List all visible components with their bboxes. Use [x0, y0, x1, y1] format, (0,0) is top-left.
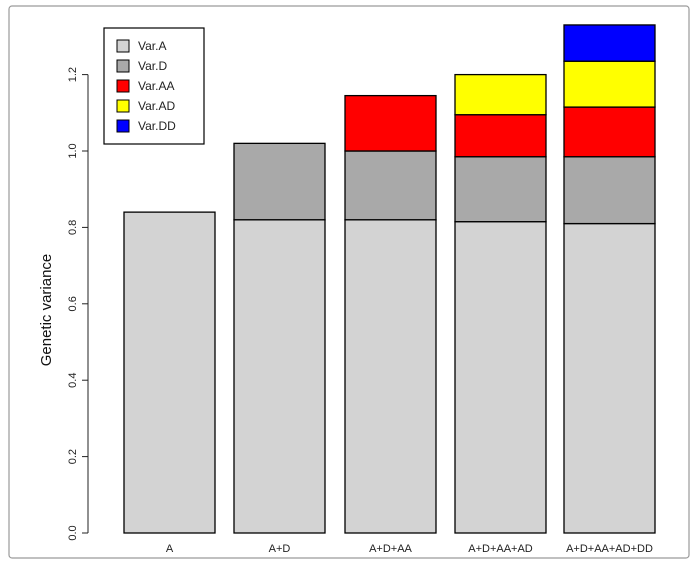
x-tick-label: A+D+AA+AD+DD — [566, 543, 653, 555]
y-tick-label: 0.6 — [67, 296, 79, 311]
bar-segment-var-a — [454, 221, 547, 534]
bar-segment-var-dd — [563, 24, 656, 62]
bar-segment-var-aa — [344, 94, 437, 152]
legend-swatch — [116, 59, 130, 73]
legend-label: Var.AD — [138, 99, 175, 113]
bar-segment-var-a — [563, 222, 656, 534]
legend-swatch — [116, 79, 130, 93]
bar-segment-var-d — [344, 150, 437, 221]
legend-swatch — [116, 99, 130, 113]
y-tick-label: 1.0 — [67, 143, 79, 158]
bars — [123, 24, 656, 534]
legend-swatch — [116, 119, 130, 133]
legend-swatch — [116, 39, 130, 53]
bar-segment-var-d — [563, 156, 656, 225]
bar-segment-var-ad — [563, 60, 656, 108]
legend: Var.A Var.D Var.AA Var.AD Var.DD — [103, 27, 205, 145]
y-axis: 0.0 0.2 0.4 0.6 0.8 1.0 1.2 — [67, 67, 89, 541]
legend-label: Var.D — [138, 59, 167, 73]
y-tick-label: 1.2 — [67, 67, 79, 82]
x-tick-label: A+D — [269, 543, 291, 555]
bar-segment-var-a — [123, 211, 216, 534]
plot-frame — [8, 5, 690, 559]
bar-segment-var-a — [233, 219, 326, 534]
legend-label: Var.A — [138, 39, 166, 53]
y-tick-label: 0.4 — [67, 373, 79, 388]
bar-segment-var-a — [344, 219, 437, 534]
y-tick-label: 0.2 — [67, 449, 79, 464]
x-tick-label: A — [166, 543, 174, 555]
y-tick-label: 0.0 — [67, 525, 79, 540]
x-tick-label: A+D+AA — [369, 543, 412, 555]
y-tick-label: 0.8 — [67, 220, 79, 235]
bar-segment-var-ad — [454, 73, 547, 116]
x-axis-labels: A A+D A+D+AA A+D+AA+AD A+D+AA+AD+DD — [166, 543, 653, 555]
bar-segment-var-aa — [563, 106, 656, 158]
y-axis-title: Genetic variance — [38, 254, 55, 367]
bar-segment-var-d — [454, 156, 547, 223]
legend-label: Var.DD — [138, 119, 176, 133]
x-tick-label: A+D+AA+AD — [468, 543, 533, 555]
legend-label: Var.AA — [138, 79, 174, 93]
bar-segment-var-aa — [454, 114, 547, 158]
bar-segment-var-d — [233, 142, 326, 221]
